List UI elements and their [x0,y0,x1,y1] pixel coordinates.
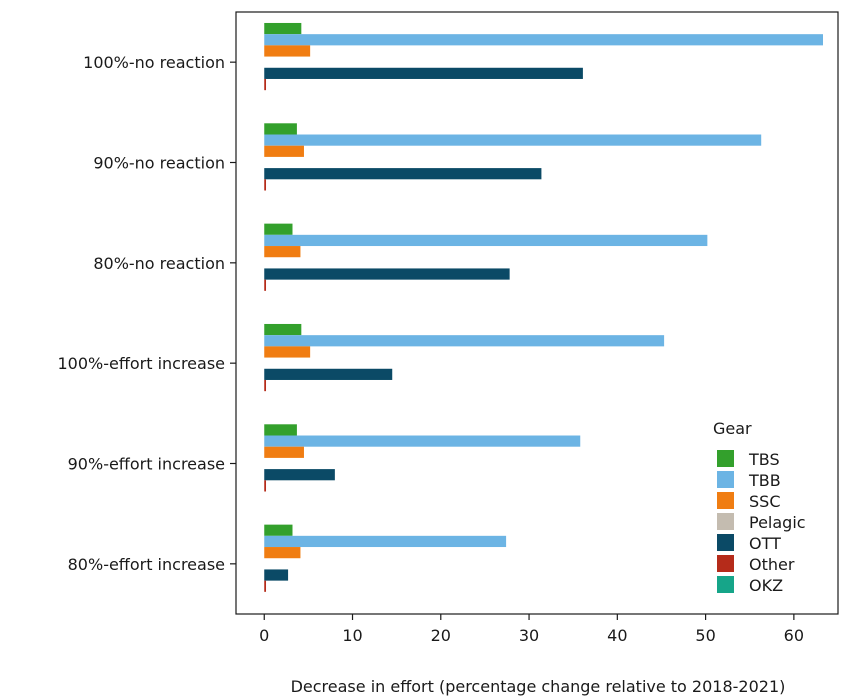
y-tick-label: 100%-effort increase [57,354,225,373]
bar-tbb-2 [264,234,708,247]
bar-tbb-0 [264,34,823,46]
legend-swatch-okz [717,576,734,593]
bar-ott-2 [264,268,510,280]
bar-tbs-1 [264,123,297,135]
bar-tbs-5 [264,524,293,536]
y-axis: 100%-no reaction 90%-no reaction 80%-no re… [57,53,236,574]
bar-tbb-5 [264,535,507,548]
bar-ssc-0 [264,45,311,57]
bar-other-3 [264,379,267,392]
legend-swatch-ott [717,534,734,551]
y-tick-label: 90%-no reaction [93,154,225,173]
y-tick-label: 80%-no reaction [93,254,225,273]
bar-other-5 [264,580,267,592]
bar-ssc-3 [264,346,311,358]
bar-tbs-2 [264,223,293,235]
legend-title: Gear [713,419,752,438]
bar-other-4 [264,480,267,492]
bar-ssc-1 [264,145,304,157]
legend-label-ott: OTT [749,534,781,553]
legend-label-pelagic: Pelagic [749,513,806,532]
bar-ssc-2 [264,246,301,258]
legend-label-tbb: TBB [748,471,781,490]
x-tick-label: 20 [431,626,451,645]
x-tick-label: 50 [695,626,715,645]
x-tick-label: 10 [342,626,362,645]
bar-ott-5 [264,569,289,581]
bar-tbs-3 [264,323,302,336]
legend-items: TBS TBB SSC Pelagic OTT Other OKZ [717,450,806,595]
legend-label-other: Other [749,555,795,574]
bar-ott-1 [264,168,542,180]
x-tick-label: 0 [259,626,269,645]
legend-label-tbs: TBS [748,450,780,469]
y-tick-label: 100%-no reaction [83,53,225,72]
bar-tbs-4 [264,424,297,436]
bar-ssc-5 [264,547,301,559]
bars-layer [264,22,823,592]
legend-swatch-tbs [717,450,734,467]
y-tick-label: 90%-effort increase [68,455,225,474]
plot-panel [235,11,839,615]
x-tick-label: 40 [607,626,627,645]
bar-tbb-1 [264,134,762,146]
x-tick-label: 60 [784,626,804,645]
bar-ssc-4 [264,446,304,458]
x-tick-label: 30 [519,626,539,645]
x-axis-title: Decrease in effort (percentage change re… [291,677,786,696]
y-tick-label: 80%-effort increase [68,555,225,574]
bar-tbb-4 [264,435,581,447]
legend-swatch-tbb [717,471,734,488]
legend-swatch-other [717,555,734,572]
bar-ott-3 [264,368,393,380]
x-axis: 0 10 20 30 40 50 60 [259,614,804,645]
legend-label-okz: OKZ [749,576,783,595]
bar-ott-0 [264,67,583,79]
bar-other-1 [264,179,267,191]
legend: Gear TBS TBB SSC Pelagic OTT Other OKZ [713,419,806,595]
bar-other-2 [264,279,267,291]
bar-ott-4 [264,469,335,481]
legend-swatch-ssc [717,492,734,509]
bar-tbs-0 [264,22,302,35]
legend-label-ssc: SSC [749,492,780,511]
legend-swatch-pelagic [717,513,734,530]
bar-other-0 [264,78,267,91]
bar-tbb-3 [264,335,665,347]
